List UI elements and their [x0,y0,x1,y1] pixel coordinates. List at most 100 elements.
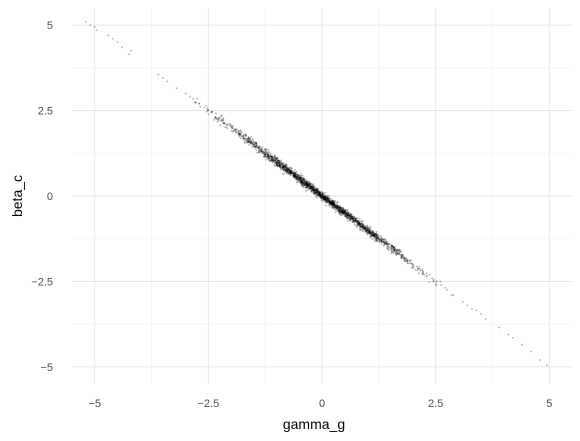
scatter-point [279,163,282,166]
scatter-point [264,151,267,154]
scatter-point [255,144,258,147]
scatter-point [249,140,252,143]
scatter-point [421,273,424,275]
scatter-point [331,201,334,204]
scatter-point [226,123,228,126]
scatter-point [130,49,132,52]
scatter-point [395,253,398,256]
scatter-point [314,189,317,192]
scatter-point [330,202,333,204]
scatter-point [246,141,249,144]
scatter-point [346,219,349,222]
scatter-point [239,133,242,136]
scatter-point [271,156,274,159]
scatter-point [276,161,278,163]
scatter-point [258,145,261,148]
scatter-point [230,129,233,132]
scatter-point [306,183,309,186]
y-tick-label: −2.5 [31,276,53,288]
scatter-point [310,190,313,193]
scatter-point [249,140,252,143]
scatter-point [359,225,362,227]
scatter-point [372,233,375,236]
scatter-point [329,202,332,205]
scatter-point [309,187,312,189]
scatter-point [368,229,371,232]
scatter-point [357,221,360,224]
scatter-point [343,209,346,211]
scatter-point [310,184,313,187]
scatter-point [196,97,198,100]
scatter-point [300,181,302,184]
scatter-point [275,164,278,166]
scatter-point [263,151,266,153]
scatter-point [397,252,399,254]
scatter-point [341,212,343,215]
scatter-point [408,259,411,262]
scatter-point [289,170,292,173]
scatter-point [306,184,308,187]
scatter-point [339,206,342,208]
scatter-point [270,157,273,160]
scatter-point [328,200,331,203]
scatter-point [330,202,333,205]
scatter-point [261,148,264,151]
scatter-point [375,239,378,242]
scatter-point [406,261,409,264]
scatter-point [342,211,345,214]
scatter-point [293,177,296,179]
scatter-point [395,248,397,251]
scatter-point [278,161,281,164]
scatter-point [284,165,287,168]
scatter-point [320,194,323,197]
scatter-point [280,161,283,164]
scatter-point [395,249,398,252]
scatter-point [275,157,278,160]
scatter-point [373,232,376,235]
scatter-point [328,195,330,197]
scatter-point [354,220,356,223]
scatter-point [288,169,291,172]
scatter-point [315,189,318,192]
scatter-point [317,191,320,194]
scatter-point [342,212,344,215]
scatter-point [274,161,277,164]
scatter-point [233,129,235,132]
scatter-point [281,165,283,168]
scatter-point [343,211,346,213]
scatter-point [349,219,352,222]
scatter-point [356,220,359,223]
scatter-point [264,154,267,157]
scatter-point [317,188,320,191]
scatter-point [342,210,345,213]
scatter-point [361,225,364,227]
scatter-point [273,159,275,162]
scatter-point [382,238,385,241]
scatter-point [344,212,346,215]
scatter-point [283,168,286,171]
scatter-point [336,210,339,212]
scatter-point [392,247,395,249]
scatter-point [370,236,373,239]
scatter-point [315,190,318,192]
scatter-point [244,137,246,140]
scatter-point [298,180,301,183]
scatter-point [325,201,328,203]
scatter-point [412,263,415,266]
scatter-point [289,171,292,174]
scatter-point [334,206,337,208]
scatter-point [239,137,242,140]
scatter-point [279,164,282,167]
scatter-point [290,170,292,173]
scatter-point [278,165,281,167]
scatter-point [373,231,375,234]
scatter-point [331,204,334,207]
scatter-point [333,204,336,207]
scatter-point [330,199,333,202]
scatter-point [223,122,225,125]
scatter-point [313,190,316,192]
scatter-point [335,205,338,207]
scatter-point [322,195,325,198]
scatter-point [277,162,279,164]
scatter-point [362,225,365,228]
